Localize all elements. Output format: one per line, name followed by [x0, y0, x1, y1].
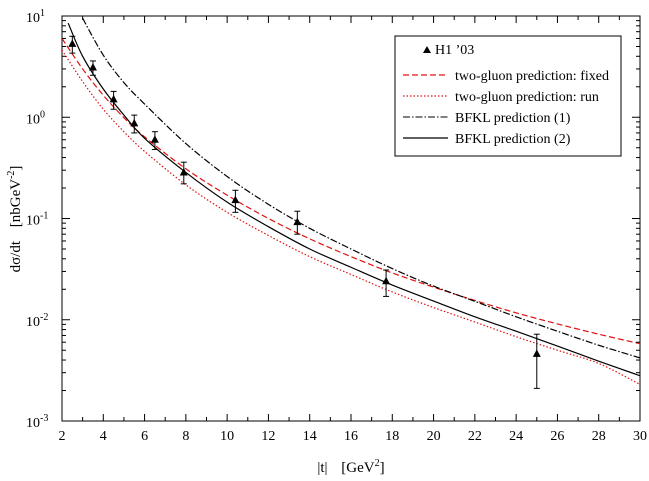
data-point	[532, 349, 541, 357]
legend-label-h1: H1 ’03	[435, 43, 474, 58]
data-point-layer	[68, 35, 541, 389]
x-tick-label: 26	[550, 429, 564, 444]
y-tick-label: 10-3	[26, 413, 48, 431]
y-tick-label: 100	[26, 109, 45, 127]
y-tick-label: 101	[26, 8, 45, 26]
x-tick-label: 4	[100, 429, 107, 444]
legend-marker-h1	[423, 46, 431, 53]
series-line-4	[67, 22, 640, 377]
data-point	[68, 39, 77, 47]
x-axis-title-unit-close: ]	[380, 460, 385, 476]
series-line-1	[62, 38, 640, 345]
data-point	[179, 167, 188, 176]
legend-label-bfkl-1: BFKL prediction (1)	[455, 111, 571, 126]
y-tick-label: 10-1	[26, 211, 48, 229]
x-tick-label: 14	[303, 429, 317, 444]
series-line-3	[82, 17, 640, 359]
x-axis-title-variable: |t|	[317, 460, 327, 476]
y-axis-title-unit-exponent: -2	[6, 171, 17, 179]
x-tick-label: 6	[141, 429, 148, 444]
data-point	[150, 135, 159, 143]
data-point	[109, 94, 118, 103]
legend-label-two-gluon-run: two-gluon prediction: run	[455, 90, 599, 105]
y-axis-title-unit-close: ]	[8, 166, 24, 171]
legend: H1 ’03 two-gluon prediction: fixed two-g…	[394, 35, 622, 157]
curve-layer	[62, 17, 640, 385]
x-tick-label: 2	[59, 429, 66, 444]
x-tick-label: 28	[592, 429, 606, 444]
y-tick-label: 10-2	[26, 312, 48, 330]
y-axis-title-unit: [nbGeV	[8, 179, 24, 227]
y-axis: 101 100 10-1 10-2 10-3	[26, 8, 640, 431]
legend-label-two-gluon-fixed: two-gluon prediction: fixed	[455, 69, 609, 84]
x-tick-label: 22	[468, 429, 482, 444]
x-axis-title-unit: [GeV	[341, 460, 374, 476]
x-tick-label: 24	[509, 429, 523, 444]
x-tick-label: 16	[344, 429, 358, 444]
y-axis-title-variable: dσ/dt	[8, 240, 24, 272]
data-point	[231, 195, 240, 204]
y-axis-title: dσ/dt [nbGeV-2]	[6, 166, 24, 273]
x-tick-label: 30	[633, 429, 647, 444]
data-point	[130, 118, 139, 127]
data-point	[88, 62, 97, 71]
data-point	[382, 276, 391, 285]
legend-label-bfkl-2: BFKL prediction (2)	[455, 132, 571, 147]
legend-box	[394, 35, 622, 157]
x-tick-label: 18	[385, 429, 399, 444]
x-tick-label: 10	[220, 429, 234, 444]
x-axis-title-unit-exponent: 2	[375, 458, 380, 469]
data-point	[293, 217, 302, 226]
x-axis: 2 4 6 8 10 12 14 16 18 20 22 24 26 28 30	[59, 16, 647, 444]
x-axis-title: |t| [GeV2]	[317, 458, 384, 476]
x-tick-label: 12	[261, 429, 275, 444]
x-tick-label: 8	[182, 429, 189, 444]
x-tick-label: 20	[427, 429, 441, 444]
